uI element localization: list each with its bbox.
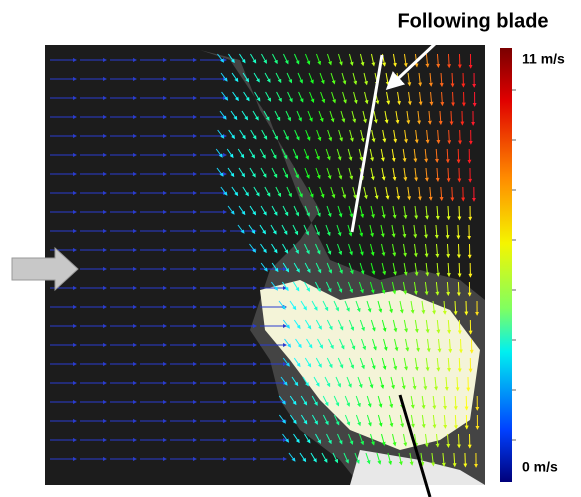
vector xyxy=(458,225,459,238)
vector xyxy=(453,92,454,105)
vector xyxy=(459,244,460,257)
colorbar-min-label: 0 m/s xyxy=(522,459,558,475)
colorbar-max-label: 11 m/s xyxy=(522,51,565,67)
vector xyxy=(459,358,460,371)
vector xyxy=(452,73,453,86)
colorbar-ticks xyxy=(512,90,516,440)
annotation-label: Following blade xyxy=(397,10,548,32)
vector xyxy=(459,320,460,333)
vector xyxy=(459,263,460,276)
colorbar xyxy=(500,48,512,482)
vector xyxy=(452,187,453,200)
figure: Following blade 11 m/s 0 m/s xyxy=(0,0,581,497)
vector xyxy=(451,111,452,124)
vector xyxy=(458,282,459,295)
vector xyxy=(457,377,458,390)
vector xyxy=(461,339,462,352)
vector xyxy=(459,434,460,447)
